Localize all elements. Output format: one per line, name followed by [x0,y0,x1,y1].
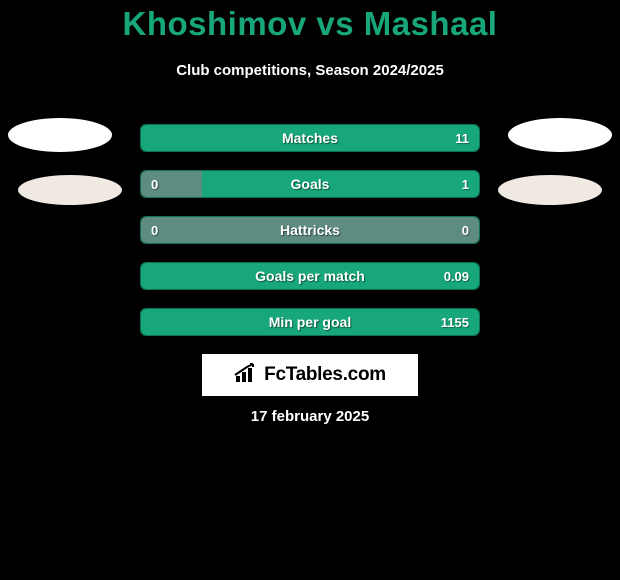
row-matches-right-fill [141,125,479,151]
fctables-logo-icon [234,362,260,389]
row-goals-left-fill [141,171,202,197]
row-hattricks: Hattricks 0 0 [140,216,480,244]
fctables-logo-box: FcTables.com [202,354,418,396]
row-gpm-right-fill [141,263,479,289]
page-title: Khoshimov vs Mashaal [0,5,620,43]
team-right-marker-top [508,118,612,152]
row-matches: Matches 11 [140,124,480,152]
date-label: 17 february 2025 [0,408,620,425]
stats-rows: Matches 11 Goals 0 1 Hattricks 0 0 Goals… [140,124,480,354]
team-left-marker-top [8,118,112,152]
row-goals-right-fill [202,171,479,197]
team-left-marker-second [18,175,122,205]
fctables-logo-text: FcTables.com [264,364,386,386]
row-mpg-right-fill [141,309,479,335]
page-subtitle: Club competitions, Season 2024/2025 [0,62,620,79]
row-mpg: Min per goal 1155 [140,308,480,336]
row-goals: Goals 0 1 [140,170,480,198]
team-right-marker-second [498,175,602,205]
row-gpm: Goals per match 0.09 [140,262,480,290]
row-hattricks-bg [141,217,479,243]
